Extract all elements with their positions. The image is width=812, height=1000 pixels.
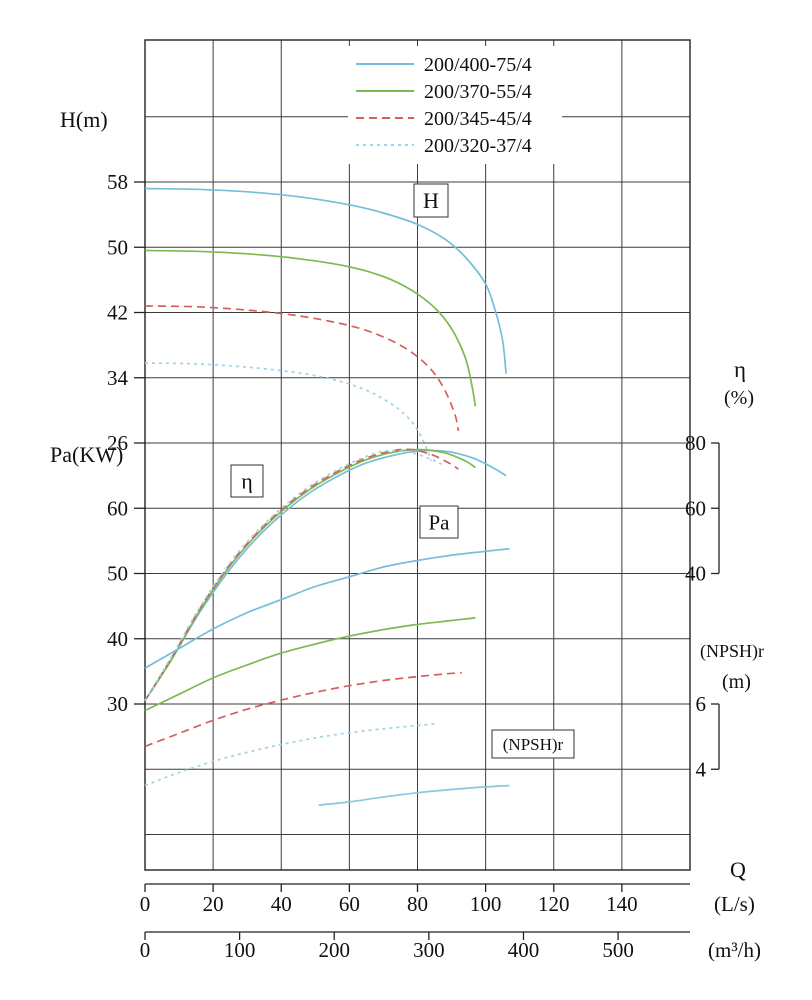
annotation-box [419, 505, 459, 539]
annotation-label: H [423, 188, 439, 213]
curve-H-200/345-45/4 [144, 305, 460, 431]
curve-npsh-(NPSH)r [318, 784, 510, 806]
tick-H: 26 [107, 431, 128, 455]
curves-npsh [318, 784, 510, 806]
tick-q-ls: 120 [538, 892, 570, 916]
annotation-H: H [413, 183, 449, 218]
annotation-box [491, 729, 575, 759]
tick-Pa: 50 [107, 562, 128, 586]
tick-npsh: 4 [696, 757, 707, 781]
curves-Pa [144, 547, 510, 787]
tick-q-ls: 100 [470, 892, 502, 916]
curve-Pa-200/320-37/4 [144, 722, 438, 787]
legend-item-200/345-45/4: 200/345-45/4 [356, 108, 532, 130]
tick-H: 50 [107, 235, 128, 259]
axis-title-H: H(m) [60, 107, 108, 132]
tick-q-ls: 140 [606, 892, 638, 916]
curves-eta [144, 448, 507, 702]
tick-q-m3h: 100 [224, 938, 256, 962]
curve-eta-200/400-75/4 [144, 449, 507, 702]
tick-q-m3h: 300 [413, 938, 445, 962]
grid-lines [145, 40, 690, 870]
axis-unit-m3h: (m³/h) [708, 938, 761, 962]
annotation-box [413, 183, 449, 218]
curve-H-200/370-55/4 [144, 249, 477, 407]
axis-title-eta: η [734, 357, 746, 382]
tick-eta: 60 [685, 496, 706, 520]
tick-q-m3h: 400 [508, 938, 540, 962]
legend: 200/400-75/4 200/370-55/4 200/345-45/4 200/… [348, 46, 562, 164]
tick-eta: 80 [685, 431, 706, 455]
curve-H-200/400-75/4 [144, 187, 507, 374]
tick-q-m3h: 200 [318, 938, 350, 962]
legend-backdrop [348, 46, 562, 164]
legend-label: 200/370-55/4 [424, 81, 532, 103]
tick-q-ls: 0 [140, 892, 151, 916]
curve-eta-200/370-55/4 [144, 448, 476, 702]
annotation-Pa: Pa [419, 505, 459, 539]
legend-label: 200/320-37/4 [424, 135, 532, 157]
tick-Pa: 30 [107, 692, 128, 716]
tick-npsh: 6 [696, 692, 707, 716]
tick-Pa: 40 [107, 627, 128, 651]
curve-Pa-200/345-45/4 [144, 671, 462, 748]
tick-eta: 40 [685, 562, 706, 586]
tick-q-ls: 80 [407, 892, 428, 916]
legend-item-200/320-37/4: 200/320-37/4 [356, 135, 532, 157]
curve-H-200/320-37/4 [144, 362, 432, 462]
axis-title-Q: Q [730, 857, 746, 882]
axis-title-npsh: (NPSH)r [700, 641, 764, 662]
annotation-label: Pa [429, 510, 451, 534]
tick-H: 42 [107, 301, 128, 325]
tick-H: 34 [107, 366, 129, 390]
annotation-box [230, 464, 264, 498]
curve-eta-200/320-37/4 [144, 449, 442, 702]
legend-item-200/400-75/4: 200/400-75/4 [356, 54, 532, 76]
annotation-eta: η [230, 464, 264, 498]
tick-q-m3h: 0 [140, 938, 151, 962]
tick-q-ls: 60 [339, 892, 360, 916]
tick-Pa: 60 [107, 496, 128, 520]
tick-q-ls: 40 [271, 892, 292, 916]
tick-H: 58 [107, 170, 128, 194]
annotation-label: (NPSH)r [503, 735, 564, 754]
axis-title-Pa: Pa(KW) [50, 442, 123, 467]
tick-q-m3h: 500 [602, 938, 634, 962]
legend-label: 200/400-75/4 [424, 54, 532, 76]
tick-q-ls: 20 [203, 892, 224, 916]
curve-Pa-200/370-55/4 [144, 617, 476, 712]
curve-Pa-200/400-75/4 [144, 547, 510, 669]
plot-border [144, 39, 691, 871]
axis-unit-Ls: (L/s) [714, 892, 755, 916]
annotation-label: η [241, 469, 253, 494]
axis-unit-npsh: (m) [722, 671, 751, 693]
legend-item-200/370-55/4: 200/370-55/4 [356, 81, 532, 103]
legend-label: 200/345-45/4 [424, 108, 532, 130]
curve-eta-200/345-45/4 [144, 448, 459, 702]
curves-H [144, 187, 507, 462]
annotation-npsh: (NPSH)r [491, 729, 575, 759]
axis-unit-eta: (%) [724, 387, 754, 409]
axes: H(m)5850423426Pa(KW)60504030η(%)806040(N… [50, 107, 764, 962]
